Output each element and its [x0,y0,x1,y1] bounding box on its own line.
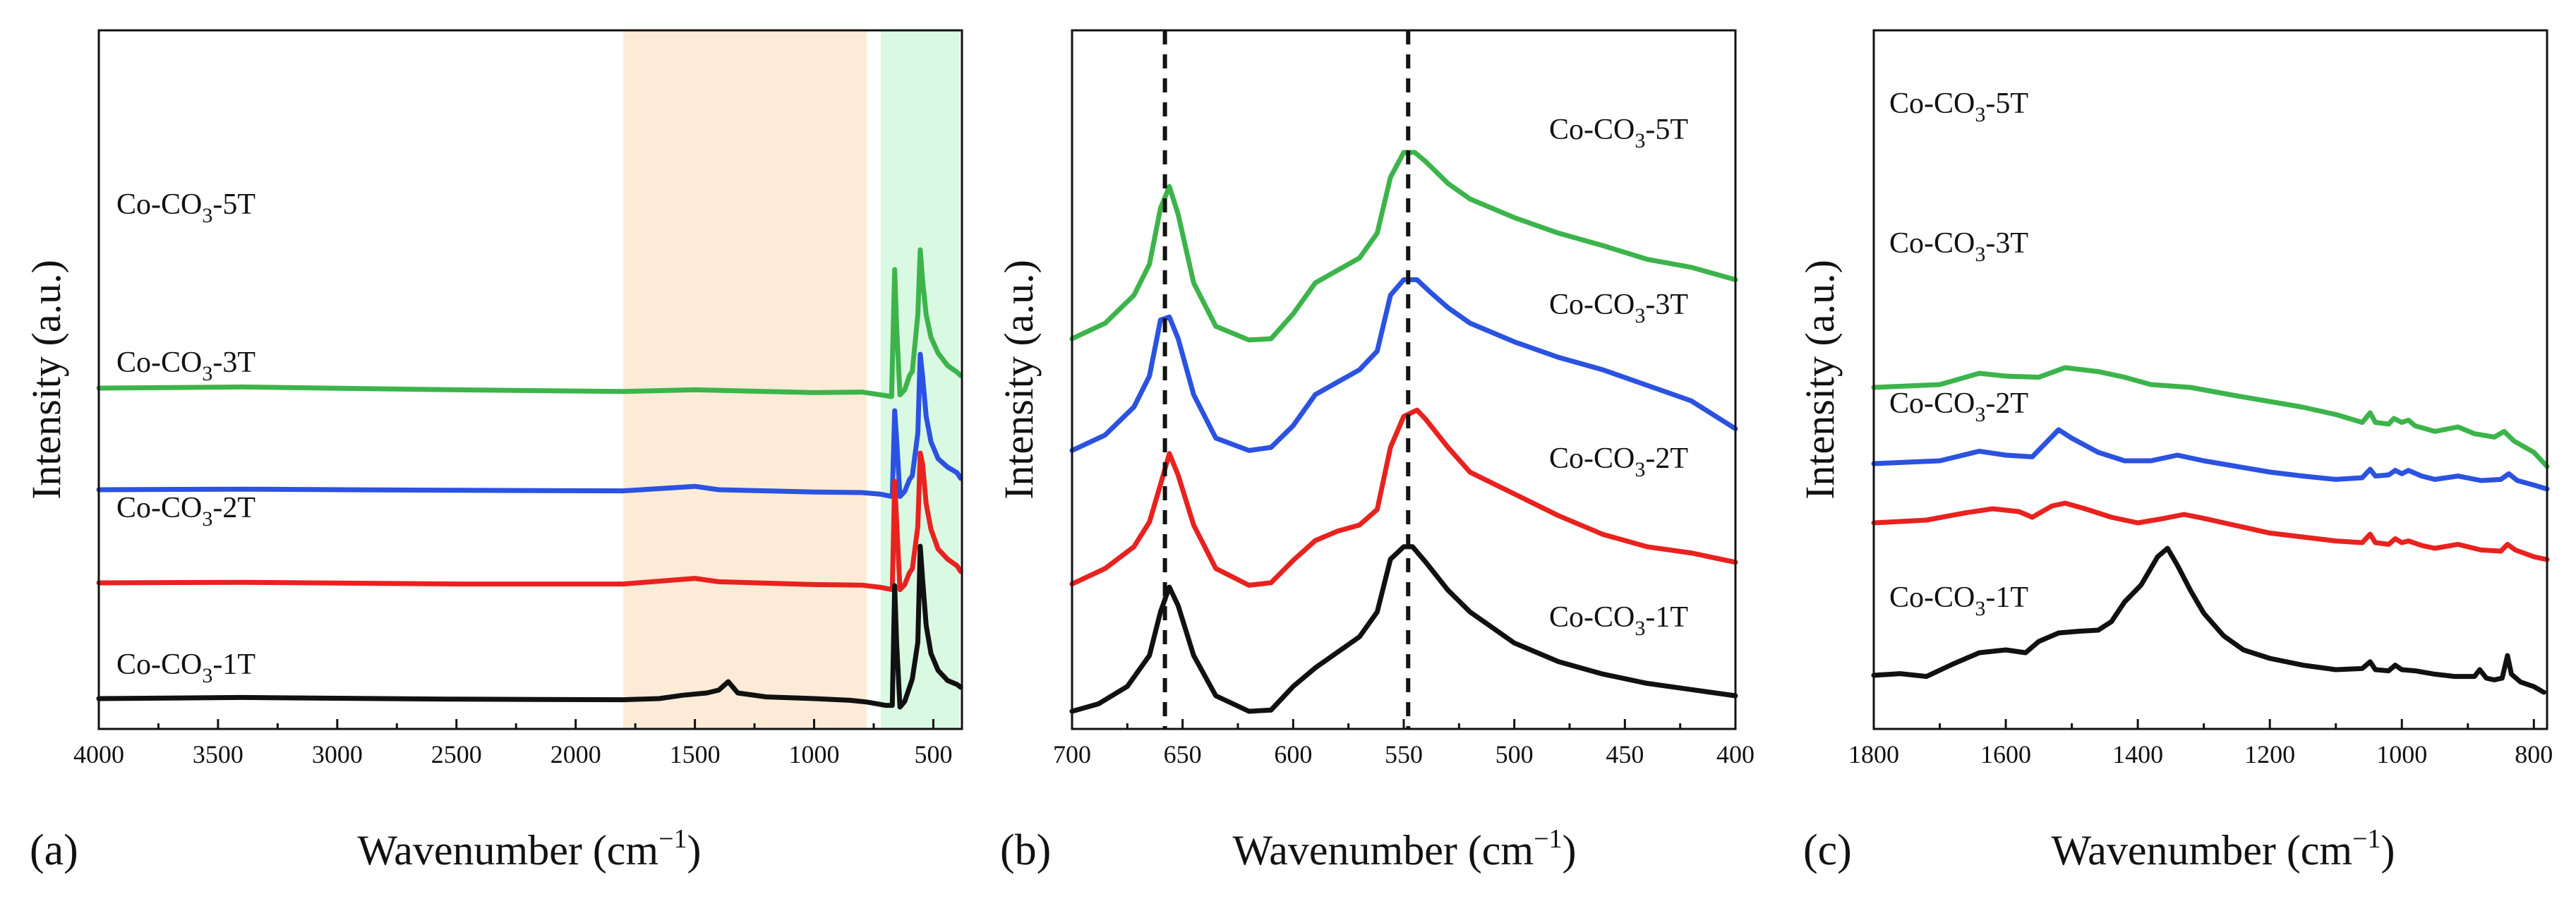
x-tick-label: 700 [1053,740,1091,768]
series-label: Co-CO3-1T [116,648,255,687]
x-tick-label: 1600 [1980,740,2031,768]
series-label: Co-CO3-1T [1549,601,1688,640]
panel-label: (c) [1803,826,1852,874]
x-axis-label: Wavenumber (cm−1) [1232,824,1576,874]
x-axis-label: Wavenumber (cm−1) [357,824,701,874]
series-line-3T [1871,427,2550,492]
series-line-5T [1069,150,1738,343]
series-label: Co-CO3-3T [1889,227,2028,266]
panel-label: (b) [1000,826,1051,874]
series-line-2T [96,450,963,593]
x-tick-label: 1000 [789,740,840,768]
series-line-1T [1069,544,1738,714]
series-line-1T [96,543,963,710]
series-line-3T [96,351,963,500]
x-tick-label: 500 [1495,740,1534,768]
series-label: Co-CO3-2T [1549,442,1688,481]
series-label: Co-CO3-3T [116,346,255,385]
x-tick-label: 400 [1716,740,1755,768]
x-tick-label: 3500 [193,740,243,768]
x-tick-label: 4000 [73,740,124,768]
x-tick-label: 800 [2515,740,2553,768]
series-line-1T [1871,545,2546,695]
series-line-2T [1871,500,2550,562]
x-tick-label: 1000 [2376,740,2427,768]
x-tick-label: 1200 [2244,740,2295,768]
panel-a: Co-CO3-5T Co-CO3-3T Co-CO3-2T Co-CO3-1T 4000… [23,29,963,874]
series-label: Co-CO3-5T [116,188,255,227]
x-tick-label: 500 [914,740,952,768]
x-tick-label: 3000 [312,740,363,768]
series-label: Co-CO3-3T [1549,289,1688,327]
y-axis-label: Intensity (a.u.) [1797,260,1843,500]
x-tick-label: 2000 [550,740,601,768]
series-line-2T [1069,407,1738,588]
series-label: Co-CO3-5T [1889,88,2028,126]
x-tick-label: 1400 [2112,740,2163,768]
series-label: Co-CO3-2T [116,492,255,531]
panel-c: Co-CO3-5T Co-CO3-3T Co-CO3-2T Co-CO3-1T 1800… [1797,29,2553,874]
x-tick-label: 550 [1385,740,1423,768]
x-tick-label: 600 [1274,740,1312,768]
y-axis-label: Intensity (a.u.) [996,260,1042,500]
series-label: Co-CO3-2T [1889,387,2028,426]
shaded-region-0 [623,30,867,729]
plot-frame [1872,29,2548,730]
panel-b: Co-CO3-5T Co-CO3-3T Co-CO3-2T Co-CO3-1T 700 6… [996,29,1755,874]
x-tick-label: 1500 [670,740,721,768]
x-axis-label: Wavenumber (cm−1) [2051,824,2395,874]
y-axis-label: Intensity (a.u.) [23,260,69,500]
series-label: Co-CO3-1T [1889,581,2028,620]
series-line-5T [96,247,963,399]
panel-label: (a) [30,826,78,874]
plot-frame [97,29,963,730]
x-tick-label: 450 [1606,740,1644,768]
x-tick-label: 1800 [1848,740,1899,768]
x-tick-label: 650 [1164,740,1202,768]
series-label: Co-CO3-5T [1549,114,1688,152]
series-line-5T [1871,365,2550,469]
x-tick-label: 2500 [431,740,482,768]
